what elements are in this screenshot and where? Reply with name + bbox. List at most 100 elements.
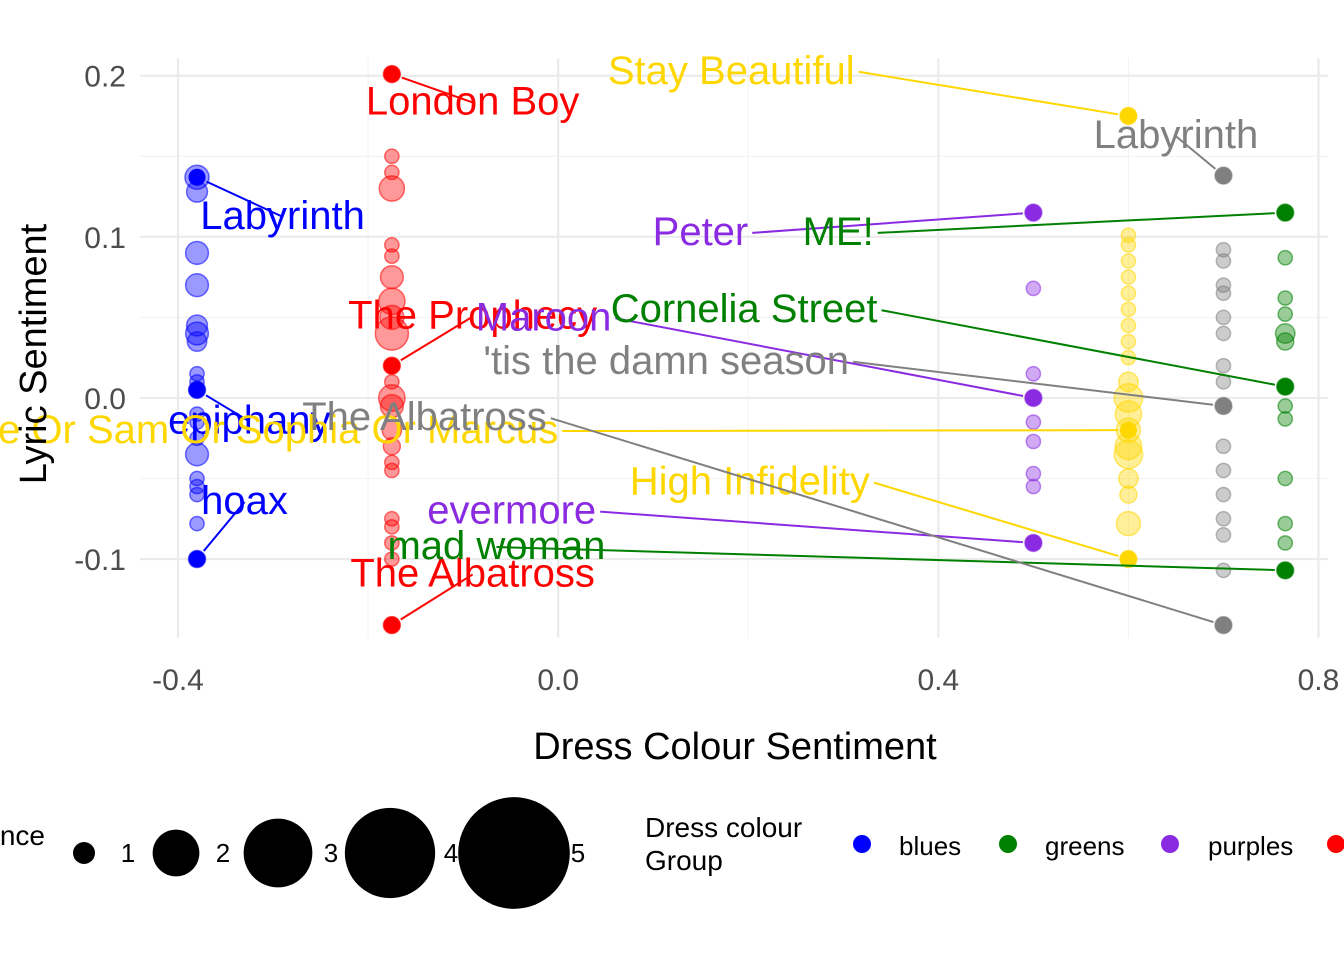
annotation-label: The Albatross [302,395,547,439]
data-point [1025,433,1042,450]
annotation-leader-line [1175,135,1217,170]
annotation: evermore [427,489,1023,544]
labelled-point [383,357,401,375]
annotation-leader-line [205,394,250,423]
data-point [189,486,205,503]
annotation: mad woman [387,524,1275,572]
annotation: Stay Beautiful [608,49,1119,116]
data-point [1025,465,1042,482]
data-point [1277,290,1294,306]
data-point [383,164,400,181]
labelled-point [1276,378,1294,396]
annotation: The Albatross [302,395,1214,623]
data-point [189,470,205,487]
annotation: ME! [803,210,1275,254]
annotation: 'tis the damn season [483,339,1214,406]
annotation-label: Labyrinth [1094,113,1259,157]
size-legend-key [344,807,436,899]
annotation-label: Maroon [476,295,612,339]
labelled-point [383,616,401,634]
annotation-leader-line [852,360,1214,406]
data-point [1215,325,1232,342]
data-point [378,175,406,202]
data-point [189,406,205,422]
data-point [1120,301,1137,318]
size-legend-label: 5 [571,838,585,868]
annotation-label: Chloe Or Sam Or Sophia Or Marcus [0,408,558,452]
y-axis-title: Lyric Sentiment [13,223,55,484]
color-legend-title-line-2: Group [645,845,723,876]
color-legend: blues greens purples [853,831,1344,861]
annotation: Chloe Or Sam Or Sophia Or Marcus [0,408,1118,452]
size-legend-key [73,842,95,864]
labelled-point [188,550,206,568]
annotation-label: Stay Beautiful [608,49,855,93]
size-legend: 1 2 3 4 5 [73,797,585,909]
data-point [377,384,406,412]
labelled-point [1119,550,1137,568]
data-point [1119,485,1138,504]
data-point [1215,510,1232,527]
annotation-leader-line [877,212,1275,234]
annotation-leader-line [400,573,474,621]
annotation: hoax [201,479,288,552]
annotation-leader-line [400,315,474,362]
color-legend-key [853,835,871,853]
x-axis-ticks: -0.4 0.0 0.4 0.8 [152,664,1339,697]
legend: nce 1 2 3 4 5 Dress colour Group blues greens… [0,797,1344,909]
color-legend-key [1327,835,1344,853]
data-point [383,535,400,551]
data-point [189,365,205,382]
data-point [189,430,205,447]
data-point [383,237,400,253]
labelled-point [1214,167,1232,185]
data-point [1277,306,1294,323]
data-point [379,304,405,331]
data-point [184,240,210,266]
x-axis-title: Dress Colour Sentiment [533,726,937,768]
data-points [184,64,1296,635]
labelled-point [1119,421,1137,439]
data-point [1215,241,1232,258]
annotation-leader-line [615,317,1024,397]
data-point [186,331,208,352]
data-point [1120,253,1137,269]
color-legend-label: purples [1208,831,1293,861]
data-point [1277,535,1294,551]
data-point [383,462,400,479]
labelled-point [188,168,206,186]
annotation-label: The Albatross [350,551,595,595]
size-legend-key [243,818,313,888]
data-point [1025,280,1042,297]
labelled-point [1024,389,1042,407]
labelled-point [188,381,206,399]
data-point [1277,411,1294,427]
data-point [383,518,400,535]
size-legend-title: nce [0,820,45,851]
annotation-leader-line [550,417,1214,623]
color-legend-label: blues [899,831,961,861]
annotation: Labyrinth [1094,113,1259,170]
data-point [1115,510,1142,537]
annotation-label: mad woman [387,524,605,568]
annotation: Peter [653,210,1023,254]
data-point [1025,478,1042,495]
size-legend-label: 2 [216,838,230,868]
data-point [383,373,400,390]
data-point [184,273,210,298]
data-point [1120,269,1137,285]
data-point [1277,249,1294,266]
annotation-label: 'tis the damn season [483,339,849,383]
data-point [1215,357,1232,374]
data-point [1215,285,1232,302]
annotations: London Boy Labyrinth The Prophecy epiphany h… [0,49,1276,623]
annotation-leader-line [562,429,1118,433]
annotation-label: High Infidelity [630,460,870,504]
data-point [1277,398,1294,414]
annotation: epiphany [168,394,330,442]
y-tick-label: -0.1 [74,544,126,577]
annotation-label: evermore [427,489,596,533]
annotation-leader-line [881,309,1276,386]
annotation-label: epiphany [168,398,330,442]
